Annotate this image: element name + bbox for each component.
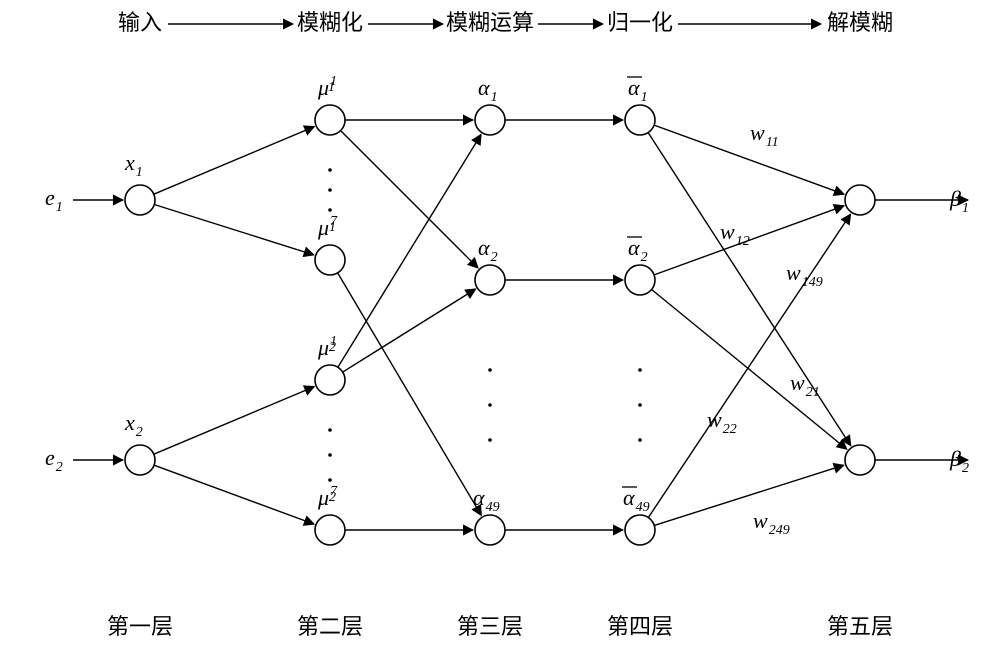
edge <box>343 289 476 372</box>
node <box>125 185 155 215</box>
edge <box>154 465 314 524</box>
ellipsis-dot <box>638 368 642 372</box>
edge <box>154 387 315 455</box>
label: 第五层 <box>827 614 893 639</box>
ellipsis-dot <box>488 368 492 372</box>
ellipsis-dot <box>328 208 332 212</box>
label: 第一层 <box>107 614 173 639</box>
math-label: μ11 <box>317 74 336 100</box>
node <box>625 105 655 135</box>
math-label: w22 <box>707 407 737 437</box>
label: 模糊运算 <box>446 10 534 35</box>
ellipsis-dot <box>328 428 332 432</box>
math-label: β1 <box>949 186 969 216</box>
math-label: e1 <box>45 185 63 215</box>
node <box>315 515 345 545</box>
ellipsis-dot <box>488 403 492 407</box>
math-label: w12 <box>720 219 750 249</box>
math-label: α2 <box>628 235 648 265</box>
node <box>475 105 505 135</box>
ellipsis-dot <box>638 438 642 442</box>
label: 归一化 <box>607 10 673 35</box>
node <box>625 265 655 295</box>
ellipsis-dot <box>328 188 332 192</box>
ellipsis-dot <box>488 438 492 442</box>
math-label: β2 <box>949 446 969 476</box>
node <box>845 445 875 475</box>
edge <box>338 273 482 515</box>
math-label: μ72 <box>317 484 338 510</box>
math-label: μ12 <box>317 334 337 360</box>
math-label: α1 <box>478 75 498 105</box>
ellipsis-dot <box>328 168 332 172</box>
node <box>315 245 345 275</box>
node <box>845 185 875 215</box>
label: 模糊化 <box>297 10 363 35</box>
label: 解模糊 <box>827 10 893 35</box>
math-label: x1 <box>124 150 143 180</box>
node <box>625 515 655 545</box>
math-label: α1 <box>628 75 648 105</box>
node <box>315 365 345 395</box>
edge <box>338 134 481 367</box>
math-label: w249 <box>753 508 790 538</box>
edge <box>154 127 315 195</box>
edge <box>341 131 478 268</box>
network-diagram: e1 e2 β1 β2 x1 x2 μ11 μ71 μ12 μ72 α1 α2 α49 α1 α2 α49 输入… <box>0 0 1000 658</box>
node <box>315 105 345 135</box>
ellipsis-dot <box>328 478 332 482</box>
ellipsis-dot <box>638 403 642 407</box>
edge <box>154 205 313 255</box>
label: 输入 <box>118 10 162 35</box>
math-label: x2 <box>124 410 143 440</box>
ellipsis-dot <box>328 453 332 457</box>
node <box>475 515 505 545</box>
label: 第四层 <box>607 614 673 639</box>
math-label: α49 <box>623 485 650 515</box>
math-label: α49 <box>473 485 500 515</box>
math-label: w11 <box>750 120 779 150</box>
node <box>125 445 155 475</box>
math-label: α2 <box>478 235 498 265</box>
label: 第二层 <box>297 614 363 639</box>
math-label: e2 <box>45 445 63 475</box>
label: 第三层 <box>457 614 523 639</box>
edge <box>654 465 844 525</box>
node <box>475 265 505 295</box>
edge <box>652 289 847 449</box>
math-label: μ71 <box>317 214 338 240</box>
